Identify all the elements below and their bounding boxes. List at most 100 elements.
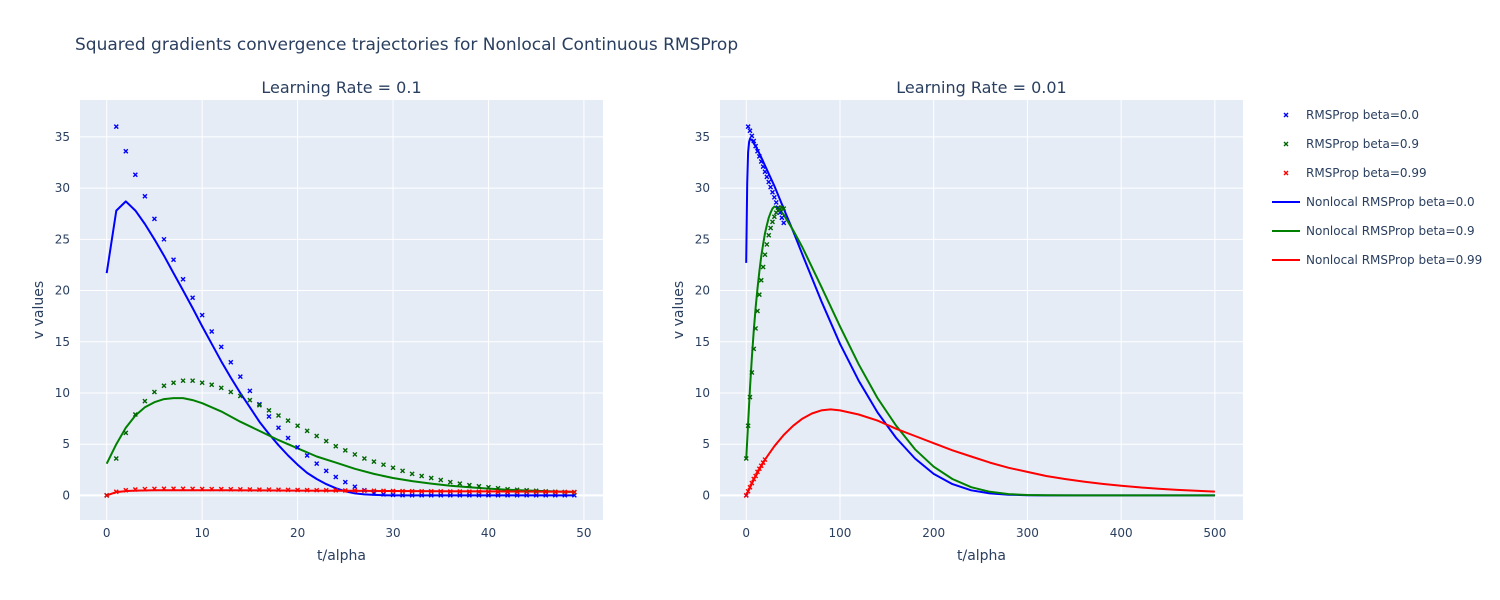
data-point-rmsprop-beta-0-99[interactable] [552, 489, 558, 495]
data-point-rmsprop-beta-0-99[interactable] [323, 487, 329, 493]
data-point-rmsprop-beta-0-99[interactable] [161, 486, 167, 492]
data-point-rmsprop-beta-0-9[interactable] [760, 264, 766, 270]
data-point-rmsprop-beta-0-0[interactable] [237, 374, 243, 380]
data-point-rmsprop-beta-0-0[interactable] [333, 474, 339, 480]
data-point-rmsprop-beta-0-9[interactable] [314, 433, 320, 439]
data-point-rmsprop-beta-0-9[interactable] [771, 214, 777, 220]
legend-item-rmsprop-beta-0-0[interactable]: RMSProp beta=0.0 [1283, 108, 1419, 122]
data-point-rmsprop-beta-0-0[interactable] [760, 164, 766, 170]
data-point-rmsprop-beta-0-9[interactable] [180, 378, 186, 384]
data-point-rmsprop-beta-0-0[interactable] [466, 492, 472, 498]
data-point-rmsprop-beta-0-0[interactable] [285, 435, 291, 441]
data-point-rmsprop-beta-0-0[interactable] [151, 216, 157, 222]
series-line-nonlocal-rmsprop-beta-0-0[interactable] [105, 200, 575, 497]
data-point-rmsprop-beta-0-9[interactable] [361, 456, 367, 462]
data-point-rmsprop-beta-0-99[interactable] [333, 487, 339, 493]
data-point-rmsprop-beta-0-9[interactable] [218, 385, 224, 391]
data-point-rmsprop-beta-0-99[interactable] [314, 487, 320, 493]
data-point-rmsprop-beta-0-0[interactable] [276, 425, 282, 431]
data-point-rmsprop-beta-0-9[interactable] [766, 232, 772, 238]
data-point-rmsprop-beta-0-9[interactable] [485, 484, 491, 490]
data-point-rmsprop-beta-0-0[interactable] [745, 124, 751, 130]
data-point-rmsprop-beta-0-9[interactable] [247, 397, 253, 403]
data-point-rmsprop-beta-0-0[interactable] [142, 193, 148, 199]
data-point-rmsprop-beta-0-99[interactable] [485, 489, 491, 495]
data-point-rmsprop-beta-0-0[interactable] [218, 344, 224, 350]
data-point-rmsprop-beta-0-99[interactable] [218, 486, 224, 492]
data-point-rmsprop-beta-0-0[interactable] [747, 128, 753, 134]
data-point-rmsprop-beta-0-0[interactable] [756, 153, 762, 159]
data-point-rmsprop-beta-0-99[interactable] [533, 489, 539, 495]
data-point-rmsprop-beta-0-0[interactable] [438, 492, 444, 498]
data-point-rmsprop-beta-0-0[interactable] [771, 194, 777, 200]
data-point-rmsprop-beta-0-99[interactable] [409, 488, 415, 494]
data-point-rmsprop-beta-0-9[interactable] [228, 389, 234, 395]
data-point-rmsprop-beta-0-0[interactable] [132, 172, 138, 178]
legend-item-nonlocal-rmsprop-beta-0-9[interactable]: Nonlocal RMSProp beta=0.9 [1272, 224, 1475, 238]
data-point-rmsprop-beta-0-99[interactable] [352, 488, 358, 494]
data-point-rmsprop-beta-0-9[interactable] [285, 418, 291, 424]
data-point-rmsprop-beta-0-99[interactable] [571, 489, 577, 495]
legend[interactable]: RMSProp beta=0.0 RMSProp beta=0.9 RMSProp … [1272, 108, 1482, 267]
data-point-rmsprop-beta-0-9[interactable] [237, 393, 243, 399]
plot-area[interactable] [720, 100, 1243, 520]
data-point-rmsprop-beta-0-9[interactable] [266, 407, 272, 413]
data-point-rmsprop-beta-0-0[interactable] [754, 148, 760, 154]
data-point-rmsprop-beta-0-9[interactable] [781, 206, 787, 212]
data-point-rmsprop-beta-0-9[interactable] [764, 241, 770, 247]
data-point-rmsprop-beta-0-9[interactable] [371, 459, 377, 465]
data-point-rmsprop-beta-0-0[interactable] [390, 492, 396, 498]
data-point-rmsprop-beta-0-9[interactable] [758, 277, 764, 283]
data-point-rmsprop-beta-0-9[interactable] [209, 382, 215, 388]
data-point-rmsprop-beta-0-0[interactable] [764, 174, 770, 180]
data-point-rmsprop-beta-0-9[interactable] [276, 413, 282, 419]
data-point-rmsprop-beta-0-0[interactable] [247, 388, 253, 394]
data-point-rmsprop-beta-0-99[interactable] [466, 489, 472, 495]
data-point-rmsprop-beta-0-0[interactable] [773, 199, 779, 205]
data-point-rmsprop-beta-0-9[interactable] [323, 438, 329, 444]
data-point-rmsprop-beta-0-99[interactable] [495, 489, 501, 495]
data-point-rmsprop-beta-0-9[interactable] [352, 451, 358, 457]
data-point-rmsprop-beta-0-9[interactable] [747, 394, 753, 400]
data-point-rmsprop-beta-0-0[interactable] [766, 179, 772, 185]
data-point-rmsprop-beta-0-0[interactable] [400, 492, 406, 498]
data-point-rmsprop-beta-0-0[interactable] [476, 492, 482, 498]
data-point-rmsprop-beta-0-99[interactable] [751, 476, 757, 482]
data-point-rmsprop-beta-0-9[interactable] [113, 456, 119, 462]
data-point-rmsprop-beta-0-99[interactable] [457, 489, 463, 495]
data-point-rmsprop-beta-0-9[interactable] [419, 473, 425, 479]
data-point-rmsprop-beta-0-9[interactable] [756, 292, 762, 298]
series-line-nonlocal-rmsprop-beta-0-99[interactable] [745, 408, 1215, 496]
legend-item-nonlocal-rmsprop-beta-0-99[interactable]: Nonlocal RMSProp beta=0.99 [1272, 253, 1482, 267]
data-point-rmsprop-beta-0-0[interactable] [457, 492, 463, 498]
data-point-rmsprop-beta-0-9[interactable] [749, 369, 755, 375]
data-point-rmsprop-beta-0-0[interactable] [209, 329, 215, 335]
data-point-rmsprop-beta-0-0[interactable] [447, 492, 453, 498]
data-point-rmsprop-beta-0-0[interactable] [419, 492, 425, 498]
data-point-rmsprop-beta-0-9[interactable] [190, 378, 196, 384]
series-line-nonlocal-rmsprop-beta-0-9[interactable] [745, 205, 1215, 497]
data-point-rmsprop-beta-0-9[interactable] [447, 479, 453, 485]
data-point-rmsprop-beta-0-99[interactable] [428, 488, 434, 494]
data-point-rmsprop-beta-0-99[interactable] [132, 486, 138, 492]
data-point-rmsprop-beta-0-99[interactable] [758, 463, 764, 469]
data-point-rmsprop-beta-0-0[interactable] [751, 138, 757, 144]
data-point-rmsprop-beta-0-99[interactable] [760, 460, 766, 466]
data-point-rmsprop-beta-0-99[interactable] [304, 487, 310, 493]
data-point-rmsprop-beta-0-9[interactable] [400, 468, 406, 474]
data-point-rmsprop-beta-0-0[interactable] [769, 189, 775, 195]
data-point-rmsprop-beta-0-99[interactable] [514, 489, 520, 495]
data-point-rmsprop-beta-0-0[interactable] [779, 215, 785, 221]
data-point-rmsprop-beta-0-0[interactable] [295, 444, 301, 450]
data-point-rmsprop-beta-0-99[interactable] [754, 469, 760, 475]
data-point-rmsprop-beta-0-99[interactable] [104, 492, 110, 498]
data-point-rmsprop-beta-0-99[interactable] [756, 466, 762, 472]
data-point-rmsprop-beta-0-9[interactable] [123, 430, 129, 436]
data-point-rmsprop-beta-0-9[interactable] [199, 380, 205, 386]
data-point-rmsprop-beta-0-99[interactable] [371, 488, 377, 494]
data-point-rmsprop-beta-0-0[interactable] [323, 468, 329, 474]
data-point-rmsprop-beta-0-0[interactable] [753, 143, 759, 149]
data-point-rmsprop-beta-0-99[interactable] [256, 487, 262, 493]
data-point-rmsprop-beta-0-99[interactable] [562, 489, 568, 495]
data-point-rmsprop-beta-0-99[interactable] [762, 457, 768, 463]
